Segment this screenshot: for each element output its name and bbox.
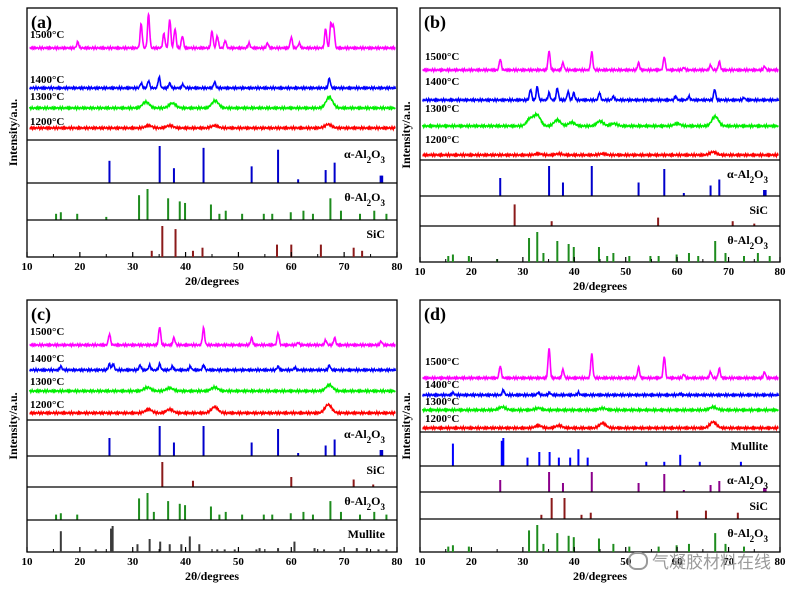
watermark-text: 气凝胶材料在线 <box>652 553 771 573</box>
x-tick-label: 20 <box>466 556 478 568</box>
x-tick-label: 10 <box>415 556 427 568</box>
x-tick-label: 30 <box>517 266 529 278</box>
x-axis-label: 2θ/degrees <box>185 569 239 583</box>
panel-label: (a) <box>31 12 52 33</box>
trace-1500c <box>29 11 396 52</box>
x-tick-label: 30 <box>517 556 529 568</box>
y-axis-label: Intensity/a.u. <box>399 392 413 459</box>
ref-label: θ-Al2O3 <box>344 190 385 208</box>
ref-label: θ-Al2O3 <box>727 526 768 544</box>
x-tick-label: 70 <box>339 556 351 568</box>
panel-b: (b) Intensity/a.u. 1500°C 1400°C 1300°C 1200°… <box>399 7 787 293</box>
panel-d: (d) Intensity/a.u. 1500°C 1400°C 1300°C 1200°… <box>399 299 787 583</box>
x-tick-label: 80 <box>775 266 787 278</box>
trace-label: 1200°C <box>30 116 64 128</box>
trace-label: 1300°C <box>425 396 459 408</box>
trace-1400c <box>421 85 780 104</box>
ref-label: α-Al2O3 <box>727 167 769 185</box>
trace-1400c <box>29 360 397 374</box>
trace-1200c <box>422 149 779 159</box>
ref-label: SiC <box>366 227 385 241</box>
x-tick-label: 80 <box>392 261 404 273</box>
trace-1300c <box>421 111 779 130</box>
trace-label: 1200°C <box>425 134 459 146</box>
ref-label: SiC <box>366 463 385 477</box>
panel-label: (b) <box>424 12 446 33</box>
trace-label: 1500°C <box>30 29 64 41</box>
x-tick-label: 60 <box>286 556 298 568</box>
x-axis-label: 2θ/degrees <box>573 279 627 293</box>
x-tick-label: 50 <box>620 266 632 278</box>
y-axis-label: Intensity/a.u. <box>6 99 20 166</box>
panel-a: (a) Intensity/a.u. 1500°C 1400°C 1300°C 1200°… <box>6 7 404 288</box>
trace-1300c <box>28 94 396 112</box>
trace-1200c <box>422 420 779 432</box>
panel-frame <box>419 7 781 263</box>
x-tick-label: 20 <box>74 556 86 568</box>
ref-label: Mullite <box>731 439 769 453</box>
x-tick-label: 80 <box>392 556 404 568</box>
trace-label: 1300°C <box>30 376 64 388</box>
x-tick-label: 40 <box>180 261 192 273</box>
x-tick-label: 60 <box>672 266 684 278</box>
x-tick-label: 30 <box>127 261 139 273</box>
x-tick-label: 30 <box>127 556 139 568</box>
x-tick-label: 20 <box>74 261 86 273</box>
x-tick-label: 50 <box>620 556 632 568</box>
x-tick-label: 20 <box>466 266 478 278</box>
y-axis-label: Intensity/a.u. <box>399 101 413 168</box>
trace-label: 1300°C <box>425 103 459 115</box>
panel-label: (c) <box>31 304 51 325</box>
ref-label: α-Al2O3 <box>344 427 386 445</box>
trace-label: 1500°C <box>425 356 459 368</box>
x-tick-label: 70 <box>723 556 735 568</box>
trace-label: 1300°C <box>30 91 64 103</box>
x-tick-label: 50 <box>233 261 245 273</box>
x-tick-label: 50 <box>233 556 245 568</box>
trace-1500c <box>422 348 779 382</box>
trace-label: 1400°C <box>30 74 64 86</box>
ref-label: θ-Al2O3 <box>344 494 385 512</box>
x-tick-label: 10 <box>22 261 34 273</box>
x-tick-label: 60 <box>286 261 298 273</box>
ref-label: α-Al2O3 <box>727 473 769 491</box>
x-tick-label: 70 <box>723 266 735 278</box>
x-tick-label: 70 <box>339 261 351 273</box>
trace-label: 1400°C <box>30 353 64 365</box>
x-axis-label: 2θ/degrees <box>573 569 627 583</box>
trace-1200c <box>29 122 396 132</box>
y-axis-label: Intensity/a.u. <box>6 392 20 459</box>
ref-label: SiC <box>749 499 768 513</box>
trace-label: 1400°C <box>425 76 459 88</box>
trace-1300c <box>28 382 396 395</box>
panel-label: (d) <box>424 304 446 325</box>
ref-label: SiC <box>749 203 768 217</box>
trace-label: 1500°C <box>30 326 64 338</box>
x-tick-label: 10 <box>415 266 427 278</box>
watermark: 气凝胶材料在线 <box>628 548 771 573</box>
trace-1400c <box>29 74 397 92</box>
trace-1500c <box>422 50 779 74</box>
ref-label: α-Al2O3 <box>344 147 386 165</box>
wechat-icon <box>628 552 648 570</box>
trace-1500c <box>29 324 396 349</box>
trace-label: 1400°C <box>425 379 459 391</box>
x-tick-label: 40 <box>569 266 581 278</box>
ref-label: θ-Al2O3 <box>727 233 768 251</box>
x-tick-label: 40 <box>180 556 192 568</box>
x-tick-label: 10 <box>22 556 34 568</box>
trace-1200c <box>29 402 396 417</box>
x-tick-label: 60 <box>672 556 684 568</box>
x-tick-label: 80 <box>775 556 787 568</box>
trace-label: 1200°C <box>425 413 459 425</box>
x-axis-label: 2θ/degrees <box>185 274 239 288</box>
trace-label: 1500°C <box>425 51 459 63</box>
trace-1400c <box>421 387 780 399</box>
x-tick-label: 40 <box>569 556 581 568</box>
ref-label: Mullite <box>348 527 386 541</box>
panel-c: (c) Intensity/a.u. 1500°C 1400°C 1300°C 1200°… <box>6 299 404 583</box>
trace-1300c <box>421 403 779 414</box>
trace-label: 1200°C <box>30 399 64 411</box>
